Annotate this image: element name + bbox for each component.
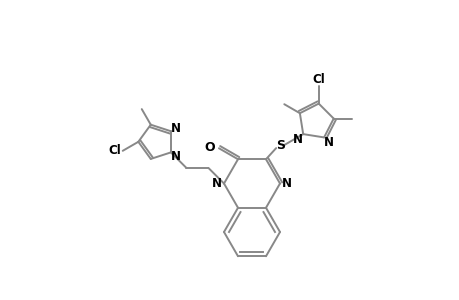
Text: N: N [170, 122, 180, 135]
Text: N: N [324, 136, 333, 149]
Text: N: N [170, 150, 180, 163]
Text: O: O [204, 141, 215, 154]
Text: N: N [212, 177, 222, 190]
Text: N: N [281, 177, 291, 190]
Text: Cl: Cl [312, 73, 325, 86]
Text: Cl: Cl [108, 144, 121, 157]
Text: N: N [292, 133, 302, 146]
Text: S: S [275, 139, 284, 152]
